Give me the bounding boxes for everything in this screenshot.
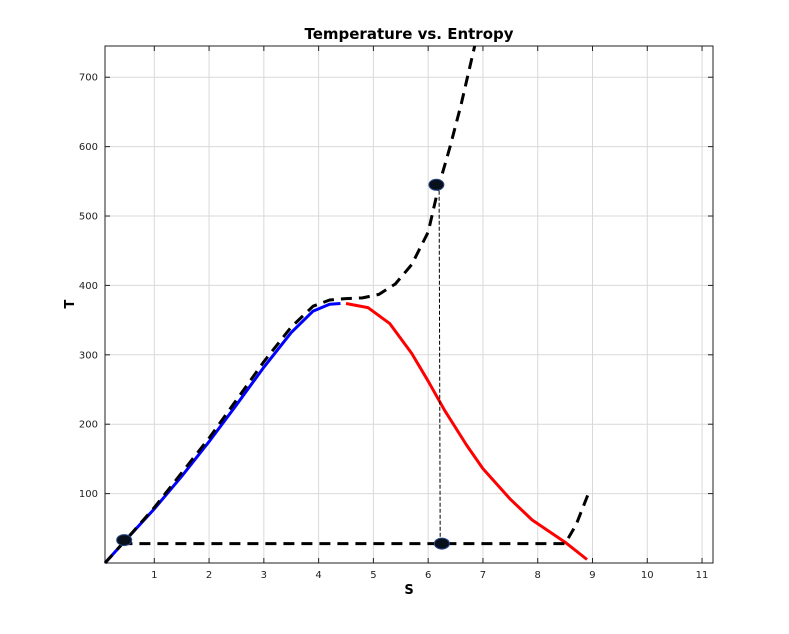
series-layer [103, 45, 592, 565]
x-tick-label: 9 [589, 570, 595, 581]
state-point-marker [428, 178, 445, 191]
x-tick-label: 5 [370, 570, 376, 581]
x-tick-label: 4 [315, 570, 321, 581]
y-tick-label: 500 [79, 212, 98, 223]
x-tick-label: 10 [641, 570, 654, 581]
y-tick-label: 700 [79, 73, 98, 84]
x-axis-label: S [404, 583, 413, 598]
state-point-marker [116, 534, 133, 547]
series-line-1 [103, 302, 341, 565]
series-line-5 [438, 184, 441, 544]
x-tick-label: 2 [206, 570, 212, 581]
chart-title: Temperature vs. Entropy [304, 25, 513, 43]
series-line-4 [121, 489, 592, 546]
y-tick-label: 300 [79, 350, 98, 361]
x-tick-label: 6 [425, 570, 431, 581]
x-tick-label: 11 [696, 570, 709, 581]
x-tick-label: 7 [480, 570, 486, 581]
plot-frame [104, 45, 714, 564]
y-axis-label: T [63, 299, 78, 308]
state-point-marker [433, 537, 450, 550]
y-tick-label: 200 [79, 420, 98, 431]
x-tick-label: 3 [261, 570, 267, 581]
grid [105, 46, 713, 563]
series-line-2 [345, 302, 588, 561]
marker-layer [116, 178, 450, 550]
y-tick-label: 600 [79, 142, 98, 153]
y-tick-label: 400 [79, 281, 98, 292]
series-line-3 [103, 45, 477, 565]
x-tick-label: 1 [151, 570, 157, 581]
x-tick-label: 8 [535, 570, 541, 581]
tick-layer: 1 2 3 4 5 6 7 8 9 10 11 100 200 300 400 500 600 700 [79, 46, 713, 581]
y-tick-label: 100 [79, 489, 98, 500]
